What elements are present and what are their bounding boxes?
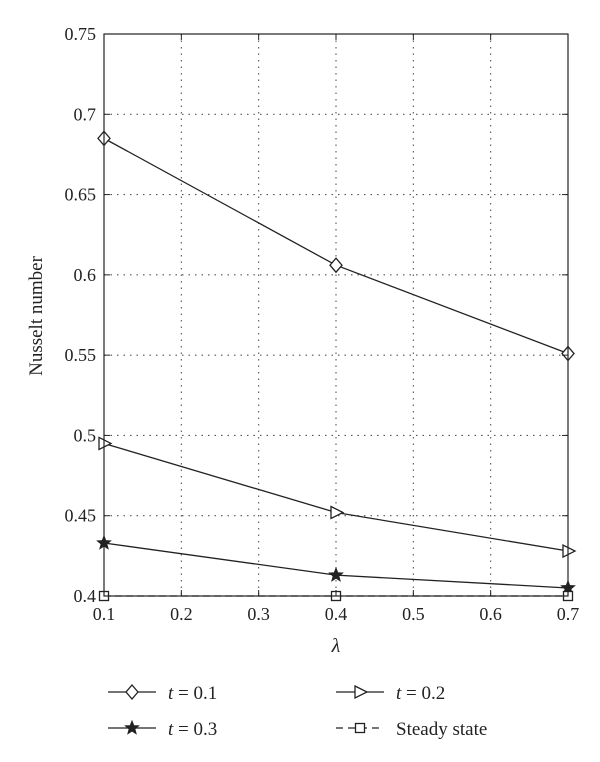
legend-item-2: t = 0.2 xyxy=(336,683,445,704)
data-point-series-2 xyxy=(98,436,113,451)
legend-marker xyxy=(354,684,369,700)
y-tick-label: 0.7 xyxy=(74,104,97,124)
x-tick-labels: 0.1 0.2 0.3 0.4 0.5 0.6 0.7 xyxy=(93,604,580,624)
x-tick-label: 0.1 xyxy=(93,604,116,624)
x-axis-label: λ xyxy=(331,635,341,657)
x-tick-label: 0.6 xyxy=(479,604,502,624)
y-tick-label: 0.65 xyxy=(65,185,97,205)
y-tick-label: 0.4 xyxy=(74,586,97,606)
tick-marks xyxy=(103,33,569,597)
data-point-series-2 xyxy=(330,505,345,520)
y-tick-label: 0.5 xyxy=(74,425,97,445)
legend-marker xyxy=(125,684,139,700)
x-tick-label: 0.5 xyxy=(402,604,425,624)
data-point-series-3 xyxy=(328,566,344,582)
y-tick-label: 0.75 xyxy=(65,24,97,44)
legend-marker xyxy=(354,722,366,734)
x-tick-label: 0.2 xyxy=(170,604,193,624)
legend-label: t = 0.3 xyxy=(168,719,217,740)
x-tick-label: 0.7 xyxy=(557,604,580,624)
y-tick-label: 0.6 xyxy=(74,265,97,285)
legend-label: Steady state xyxy=(396,719,487,740)
y-tick-label: 0.55 xyxy=(65,345,97,365)
data-point-series-2 xyxy=(562,543,577,559)
series-lines xyxy=(103,137,569,597)
legend-item-4: Steady state xyxy=(336,719,487,740)
legend: t = 0.1 t = 0.2 t = 0.3 Steady state xyxy=(108,683,487,740)
data-point-series-1 xyxy=(329,257,343,274)
y-tick-label: 0.45 xyxy=(65,506,97,526)
y-tick-labels: 0.4 0.45 0.5 0.55 0.6 0.65 0.7 0.75 xyxy=(65,24,97,606)
legend-item-3: t = 0.3 xyxy=(108,719,217,740)
legend-label: t = 0.2 xyxy=(396,683,445,704)
x-tick-label: 0.4 xyxy=(325,604,348,624)
grid-lines xyxy=(104,34,568,596)
y-axis-label: Nusselt number xyxy=(26,255,47,375)
legend-item-1: t = 0.1 xyxy=(108,683,217,704)
x-tick-label: 0.3 xyxy=(247,604,270,624)
legend-marker xyxy=(124,719,140,735)
legend-label: t = 0.1 xyxy=(168,683,217,704)
